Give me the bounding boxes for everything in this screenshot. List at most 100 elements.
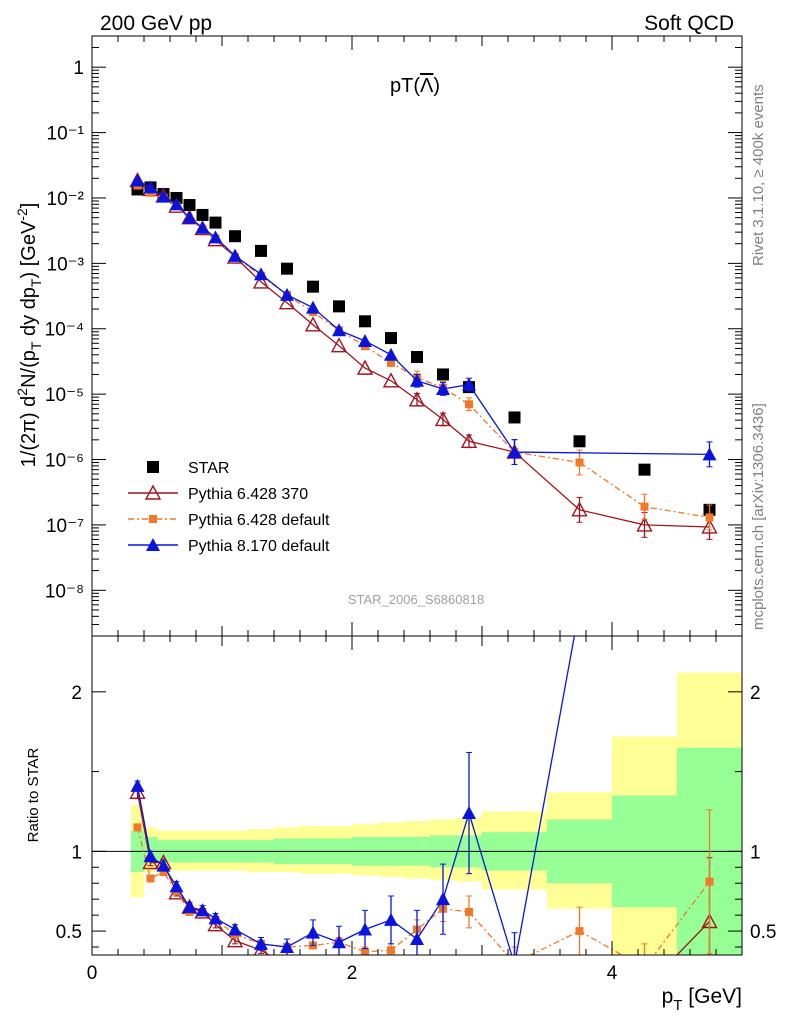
y-axis-label: 1/(2π) d2N/(pT dy dpT) [GeV-2]: [14, 203, 44, 468]
analysis-watermark: STAR_2006_S6860818: [348, 592, 484, 607]
data-point: [358, 333, 372, 347]
data-point: [410, 373, 424, 387]
data-point: [460, 432, 478, 448]
data-point: [229, 230, 241, 243]
ratio-point: [384, 969, 398, 982]
data-point: [304, 316, 322, 332]
ratio-y-label: Ratio to STAR: [25, 747, 42, 842]
ratio-axes: 0.5 0.5 1 1 2 2 0 2 4: [56, 636, 776, 984]
data-point: [384, 347, 398, 361]
ratio-panel: 0.5 0.5 1 1 2 2 0 2 4 Ratio to STAR pT [GeV]: [25, 635, 776, 1014]
ratio-point: [182, 900, 197, 914]
data-point: [330, 337, 348, 353]
data-point: [307, 280, 319, 293]
spectrum-data: [129, 172, 718, 540]
header-right: Soft QCD: [644, 12, 734, 35]
ratio-point: [514, 954, 515, 955]
ratio-point: [410, 932, 424, 946]
ratio-point: [410, 969, 424, 982]
data-point: [254, 267, 268, 281]
ratio-y-tick-label: 2: [71, 683, 82, 704]
x-axis-label: pT [GeV]: [662, 985, 742, 1014]
ratio-point: [705, 877, 714, 886]
data-point: [332, 323, 346, 337]
data-point: [507, 445, 522, 459]
y-tick-label: 10⁻²: [47, 189, 85, 210]
data-point: [408, 391, 426, 407]
legend-marker: [149, 515, 157, 523]
ratio-point: [306, 925, 320, 939]
data-point: [573, 435, 586, 448]
data-point: [571, 501, 588, 517]
data-point: [182, 210, 197, 224]
legend-marker: [147, 461, 159, 473]
ratio-point: [143, 849, 158, 863]
data-point: [705, 513, 714, 522]
y-tick-label: 10⁻¹: [47, 124, 85, 145]
data-point: [508, 411, 521, 424]
data-point: [359, 315, 371, 328]
ratio-y-tick-label-right: 1: [750, 842, 761, 863]
x-tick-label: 4: [607, 963, 618, 984]
data-point: [465, 400, 473, 409]
y-tick-label: 10⁻⁴: [45, 320, 84, 341]
data-point: [387, 358, 395, 367]
legend-label: Pythia 6.428 default: [188, 512, 330, 529]
ratio-point: [436, 970, 450, 983]
ratio-point: [133, 823, 142, 832]
ratio-point: [384, 912, 398, 926]
ratio-point: [575, 927, 584, 936]
y-tick-label: 1: [73, 58, 84, 79]
data-point: [462, 377, 476, 391]
ratio-point: [208, 911, 223, 925]
ratio-point: [387, 946, 395, 955]
ratio-point: [130, 778, 145, 792]
ratio-point: [573, 989, 587, 1002]
data-point: [436, 381, 450, 395]
legend-label: Pythia 6.428 370: [188, 486, 308, 503]
legend-label: STAR: [188, 460, 229, 477]
ratio-point: [638, 981, 652, 994]
data-point: [252, 273, 270, 289]
ratio-point: [511, 959, 519, 967]
ratio-point: [280, 959, 294, 972]
data-point: [385, 332, 397, 345]
ratio-point: [332, 935, 346, 949]
ratio-point: [146, 874, 155, 883]
data-point: [575, 458, 584, 467]
ratio-point: [228, 922, 242, 936]
x-tick-label: 2: [347, 963, 358, 984]
ratio-line: [136, 792, 710, 955]
ratio-point: [254, 936, 268, 950]
y-tick-label: 10⁻³: [47, 254, 85, 275]
ratio-y-tick-label: 0.5: [56, 922, 82, 943]
ratio-y-tick-label-right: 0.5: [750, 922, 776, 943]
data-point: [228, 248, 242, 262]
data-point: [701, 518, 718, 534]
ratio-point: [169, 879, 184, 893]
spectrum-axes: 1 10⁻¹ 10⁻² 10⁻³ 10⁻⁴ 10⁻⁵ 10⁻⁶ 10⁻⁷ 10⁻⁸: [45, 35, 743, 637]
data-point: [255, 244, 267, 257]
plot-title: pT(Λ): [390, 75, 440, 97]
legend-label: Pythia 8.170 default: [188, 538, 330, 555]
x-tick-label: 0: [87, 963, 98, 984]
data-point: [278, 294, 296, 310]
ratio-point: [358, 974, 372, 987]
ratio-point: [156, 858, 171, 872]
ratio-point: [641, 964, 649, 972]
data-point: [196, 208, 209, 221]
data-point: [411, 350, 423, 363]
ratio-point: [462, 980, 476, 993]
ratio-point: [195, 903, 210, 917]
series-line: [137, 179, 710, 455]
header-left: 200 GeV pp: [100, 12, 212, 35]
ratio-point: [332, 964, 346, 977]
data-point: [130, 173, 145, 187]
data-point: [195, 220, 210, 234]
ratio-point: [226, 932, 244, 948]
ratio-point: [280, 940, 294, 954]
data-point: [183, 199, 196, 212]
ratio-point: [436, 892, 450, 906]
spectrum-panel: 110⁻¹10⁻²10⁻³10⁻⁴10⁻⁵10⁻⁶10⁻⁷10⁻⁸ pT(Λ) …: [14, 35, 743, 637]
